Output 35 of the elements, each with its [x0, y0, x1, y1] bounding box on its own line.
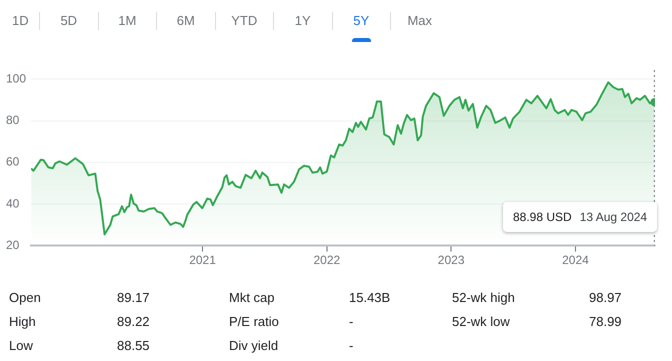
text: Mkt cap: [229, 290, 276, 307]
text: -: [349, 314, 354, 331]
text: 52-wk low: [452, 314, 511, 331]
text: High: [9, 314, 37, 331]
text: 5Y: [332, 12, 391, 30]
annotation: 88.98 USD: [513, 210, 572, 224]
y-tick-label: 40: [6, 196, 20, 210]
text: 98.97: [589, 290, 623, 307]
x-tick-label: 2023: [438, 253, 465, 268]
text: 89.17: [117, 290, 151, 307]
x-tick-label: 2022: [313, 253, 341, 268]
x-tick-label: 2021: [189, 253, 216, 268]
text: 1M: [98, 12, 157, 30]
text: 78.99: [589, 314, 623, 331]
text: 5D: [40, 12, 98, 30]
text: Open: [9, 290, 42, 307]
text: Div yield: [229, 338, 280, 355]
text: Low: [9, 338, 34, 355]
y-tick-label: 100: [6, 72, 26, 86]
text: 1D: [0, 12, 40, 30]
x-tick-label: 2024: [562, 253, 590, 268]
text: P/E ratio: [229, 314, 280, 331]
annotation: 13 Aug 2024: [580, 210, 648, 224]
text: -: [349, 338, 354, 355]
text: 52-wk high: [452, 290, 516, 307]
text: 89.22: [117, 314, 151, 331]
text: YTD: [216, 12, 274, 30]
y-tick-label: 20: [6, 238, 20, 252]
y-tick-label: 60: [6, 154, 20, 169]
y-tick-label: 80: [6, 113, 20, 128]
text: Max: [406, 12, 434, 30]
text: 15.43B: [349, 290, 392, 307]
text: 88.55: [117, 338, 151, 355]
text: 6M: [157, 12, 216, 30]
text: 1Y: [274, 12, 332, 30]
